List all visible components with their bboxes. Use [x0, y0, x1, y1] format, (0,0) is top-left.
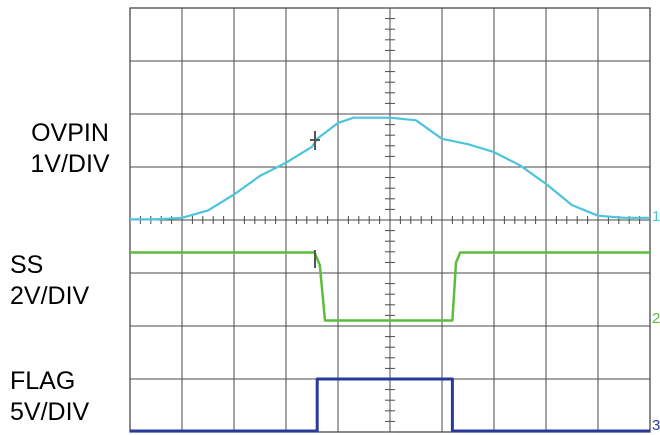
plot-grid [129, 7, 651, 433]
ovpin-scale: 1V/DIV [30, 150, 110, 178]
flag-name: FLAG [10, 367, 76, 395]
ovpin-channel-label: OVPIN 1V/DIV [10, 118, 130, 180]
ss-channel-label: SS 2V/DIV [10, 250, 89, 312]
flag-scale: 5V/DIV [10, 398, 90, 426]
ovpin-name: OVPIN [31, 119, 109, 147]
trace-ovpin [130, 116, 650, 221]
plot-markers: 1 2 3 [310, 131, 660, 434]
flag-channel-label: FLAG 5V/DIV [10, 366, 89, 428]
trace-flag [130, 377, 650, 433]
channel-marker-2: 2 [652, 310, 660, 327]
ss-scale: 2V/DIV [10, 282, 90, 310]
channel-marker-1: 1 [652, 208, 660, 225]
ss-name: SS [10, 251, 44, 279]
channel-marker-3: 3 [652, 417, 660, 434]
